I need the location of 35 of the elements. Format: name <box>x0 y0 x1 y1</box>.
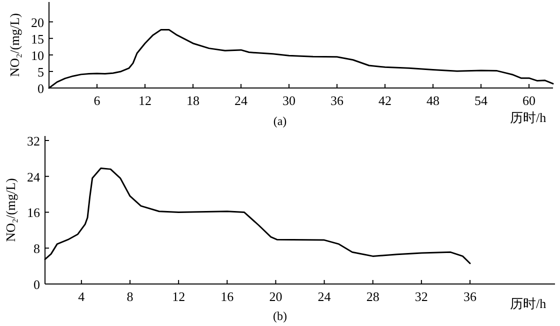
y-tick-label: 8 <box>34 241 40 256</box>
y-tick-label: 15 <box>31 31 44 46</box>
x-tick-label: 28 <box>366 289 380 304</box>
y-tick-label: 10 <box>31 48 44 63</box>
x-tick-label: 54 <box>474 93 488 108</box>
x-tick-label: 60 <box>522 93 536 108</box>
y-axis-title: NO₂/(mg/L) <box>3 178 18 242</box>
x-tick-label: 48 <box>426 93 440 108</box>
x-tick-label: 32 <box>414 289 428 304</box>
y-tick-label: 20 <box>31 14 44 30</box>
x-tick-label: 16 <box>220 289 234 304</box>
y-tick-label: 24 <box>27 169 40 184</box>
y-tick-label: 32 <box>27 133 40 148</box>
y-tick-label: 16 <box>27 205 40 220</box>
x-axis-title: 历时/h <box>510 110 547 125</box>
x-tick-label: 12 <box>172 289 186 304</box>
y-tick-label: 0 <box>38 81 44 96</box>
text: (a) <box>273 114 287 128</box>
x-axis-title: 历时/h <box>510 296 547 311</box>
x-tick-label: 18 <box>186 93 200 108</box>
x-tick-label: 36 <box>330 93 344 108</box>
x-tick-label: 8 <box>126 289 134 304</box>
x-tick-label: 4 <box>78 289 86 304</box>
x-tick-label: 24 <box>234 93 248 108</box>
x-tick-label: 36 <box>464 289 477 304</box>
y-tick-label: 5 <box>38 64 44 80</box>
x-tick-label: 30 <box>282 93 296 108</box>
x-tick-label: 20 <box>269 289 282 304</box>
x-tick-label: 24 <box>318 289 332 304</box>
y-axis-title: NO₂/(mg/L) <box>7 13 22 77</box>
x-tick-label: 12 <box>138 93 152 108</box>
x-tick-label: 42 <box>378 93 392 108</box>
x-tick-label: 6 <box>94 93 101 108</box>
y-tick-label: 0 <box>34 277 40 292</box>
text: (b) <box>273 309 287 323</box>
